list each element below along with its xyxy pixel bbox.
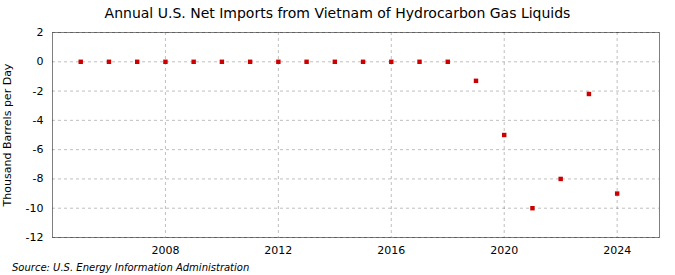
svg-text:0: 0 <box>37 55 44 68</box>
svg-text:2008: 2008 <box>151 244 179 257</box>
svg-text:2: 2 <box>37 26 44 39</box>
svg-text:-12: -12 <box>26 231 44 244</box>
svg-text:2024: 2024 <box>603 244 631 257</box>
svg-text:-10: -10 <box>26 202 44 215</box>
svg-text:-6: -6 <box>33 143 44 156</box>
svg-text:Thousand Barrels per Day: Thousand Barrels per Day <box>1 63 14 207</box>
svg-text:2012: 2012 <box>264 244 292 257</box>
svg-text:2016: 2016 <box>377 244 405 257</box>
svg-text:-8: -8 <box>33 172 44 185</box>
html-text:Source: U.S. Energy Informatio: Source: U.S. Energy Information Administ… <box>12 262 250 273</box>
svg-text:-4: -4 <box>33 114 44 127</box>
svg-text:-2: -2 <box>33 85 44 98</box>
svg-text:2020: 2020 <box>490 244 518 257</box>
html-text:Annual U.S. Net Imports from V: Annual U.S. Net Imports from Vietnam of … <box>104 5 571 21</box>
